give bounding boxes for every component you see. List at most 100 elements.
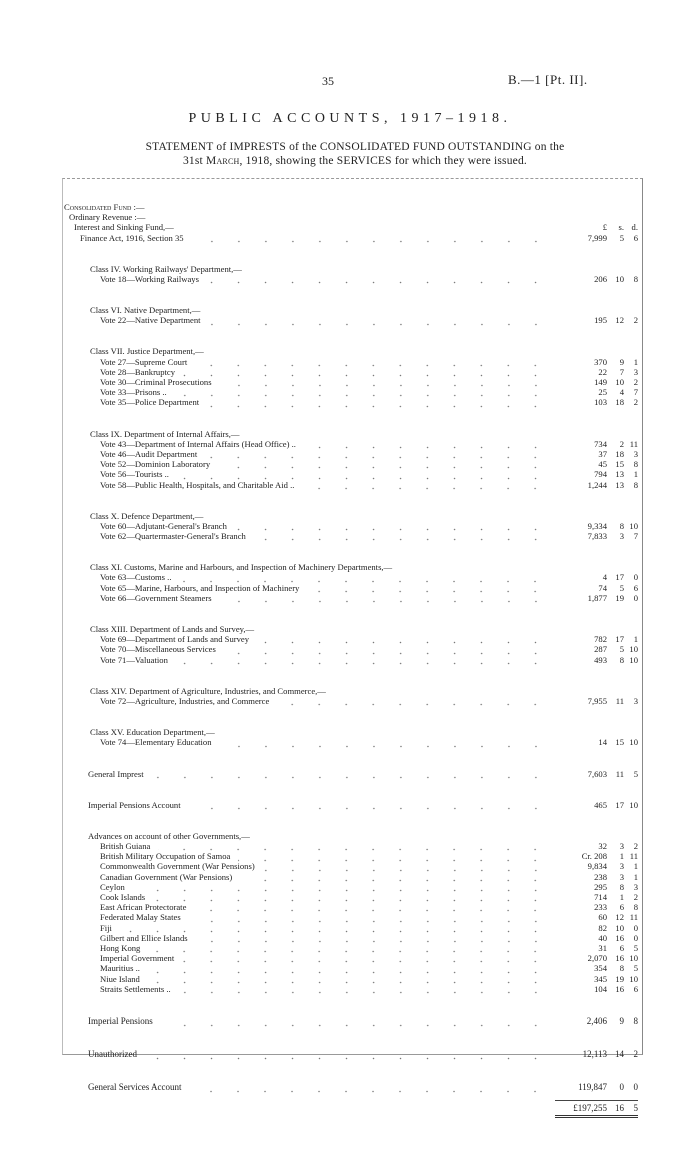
statement-line-2: 31st March, 1918, showing the SERVICES f… [60,154,650,168]
pence: 2 [633,397,638,408]
shillings: 17 [615,634,624,645]
table-row: Ordinary Revenue :— [64,212,638,222]
shillings: 19 [615,973,624,984]
pounds: 465 [594,799,607,810]
shillings: 12 [615,315,624,326]
table-row: Class IX. Department of Internal Affairs… [64,429,638,439]
page-number: 35 [322,74,334,88]
pence: 10 [629,799,638,810]
dot-leader [144,1049,549,1060]
table-row: Vote 46—Audit Department 37 18 3 [64,448,638,460]
row-label: British Military Occupation of Samoa [100,851,231,862]
amount: 1,877 19 0 [555,593,638,603]
pence: 10 [629,644,638,655]
row-label: Vote 62—Quartermaster-General's Branch [100,531,246,542]
dot-leader [158,841,549,852]
imprests-table: Consolidated Fund :— Ordinary Revenue :— I… [64,202,638,1118]
shillings: 6 [619,942,624,953]
amount: 465 17 10 [555,800,638,810]
shillings: 2 [619,438,624,449]
row-label: Vote 35—Police Department [100,397,200,408]
row-label: Vote 22—Native Department [100,315,201,326]
amount: 60 12 11 [555,912,638,922]
amount: 14 15 10 [555,737,638,747]
table-row: Imperial Pensions 2,406 9 8 [64,1015,638,1027]
dot-leader [194,902,549,913]
row-label: Ordinary Revenue :— [69,212,146,223]
row-label: Class X. Defence Department,— [90,510,204,521]
pence: 3 [633,448,638,459]
table-section: Class XIII. Department of Lands and Surv… [64,624,638,665]
amount: 206 10 8 [555,274,638,284]
table-row: Vote 62—Quartermaster-General's Branch 7,… [64,531,638,542]
pence: 7 [633,387,638,398]
shillings: 11 [615,768,624,779]
shillings: 3 [619,861,624,872]
pence: 0 [633,922,638,933]
table-section: Class VI. Native Department,— Vote 22—Nat… [64,305,638,326]
row-label: Unauthorized [88,1048,137,1059]
total-amount: £197,255 16 5 [555,1099,638,1118]
row-label: Imperial Government [100,953,175,964]
row-label: Class VI. Native Department,— [90,305,201,316]
amount: 149 10 2 [555,377,638,387]
table-row: Vote 18—Working Railways 206 10 8 [64,274,638,285]
table-row: Finance Act, 1916, Section 35 7,999 5 6 [64,233,638,243]
amount: 45 15 8 [555,459,638,469]
shillings: 3 [619,531,624,542]
table-row: Vote 30—Criminal Prosecutions 149 10 2 [64,377,638,388]
amount: 2,406 9 8 [555,1015,638,1027]
table-row: Vote 52—Dominion Laboratory 45 15 8 [64,459,638,470]
pence: 0 [633,932,638,943]
pounds: 40 [598,932,607,943]
dot-leader [176,469,549,480]
amount: 119,847 0 0 [555,1081,638,1093]
dot-leader [223,644,549,655]
statement-heading: STATEMENT of IMPRESTS of the CONSOLIDATE… [60,140,650,168]
table-section: Class XI. Customs, Marine and Harbours, … [64,562,638,604]
shillings: 3 [619,871,624,882]
pence: 11 [629,912,638,923]
shillings: 10 [615,377,624,388]
pounds: 206 [594,273,607,284]
pounds: 1,877 [587,592,607,603]
pence: 8 [633,459,638,470]
document-reference: B.—1 [Pt. II]. [508,72,588,87]
statement-date: 31st [182,155,207,167]
table-section: Class XIV. Department of Agriculture, In… [64,686,638,707]
pence: 2 [633,315,638,326]
shillings: 13 [615,469,624,480]
pence: 10 [629,654,638,665]
amount: 287 5 10 [555,644,638,654]
table-row: Fiji 82 10 0 [64,923,638,933]
amount: 103 18 2 [555,397,638,407]
row-label: British Guiana [100,841,151,852]
statement-month: March [206,155,240,167]
pounds: 7,603 [587,768,607,779]
dot-leader [218,459,549,470]
table-row: Unauthorized 12,113 14 2 [64,1048,638,1060]
dot-leader [234,521,549,532]
pounds: 9,334 [587,520,607,531]
row-label: Ceylon [100,881,125,892]
row-label: Vote 58—Public Health, Hospitals, and Ch… [100,479,295,490]
pounds: 734 [594,438,607,449]
row-label: Imperial Pensions Account [88,799,181,810]
amount: 74 5 6 [555,583,638,593]
shillings: 14 [615,1048,624,1059]
row-label: Class XI. Customs, Marine and Harbours, … [90,562,393,573]
pence: 8 [633,479,638,490]
pounds: 1,244 [587,479,607,490]
table-section: Advances on account of other Governments… [64,831,638,994]
amount: 22 7 3 [555,367,638,377]
pounds: 60 [598,912,607,923]
pounds: 119,847 [578,1081,607,1092]
shillings: 8 [619,520,624,531]
pence: 0 [633,1081,639,1092]
table-row: Vote 71—Valuation 493 8 10 [64,655,638,665]
dot-leader [188,799,549,810]
table-row: Interest and Sinking Fund,— £ s. d. [64,222,638,232]
dot-leader [188,912,549,923]
dot-leader [148,943,549,954]
row-label: General Imprest [88,768,144,779]
